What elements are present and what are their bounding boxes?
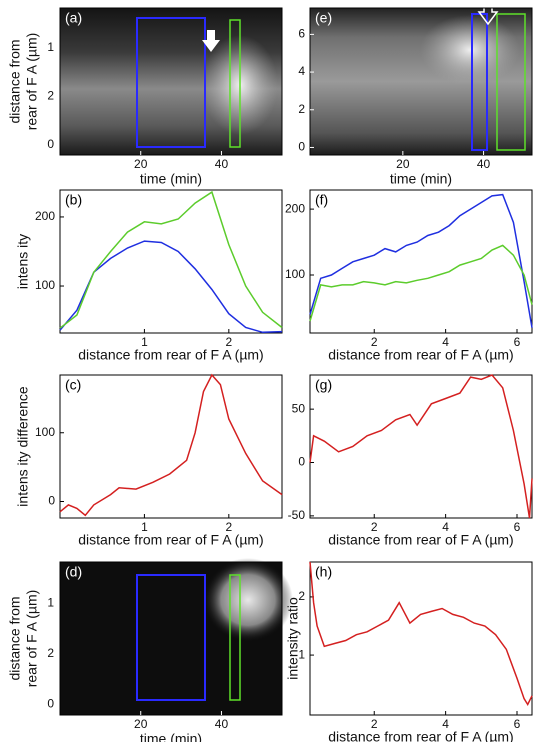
y-axis-label: intens ity	[15, 234, 31, 289]
x-tick-label: 1	[141, 520, 148, 534]
y-tick-label: 1	[47, 595, 54, 609]
x-tick-label: 40	[215, 717, 229, 731]
x-tick-label: 4	[442, 520, 449, 534]
image-frame	[309, 7, 533, 156]
y-tick-label: 4	[298, 64, 305, 78]
x-axis-label: distance from rear of F A (µm)	[78, 347, 263, 363]
y-tick-label: 2	[47, 646, 54, 660]
y-tick-label: 100	[285, 267, 305, 281]
panel-label: (a)	[65, 10, 82, 26]
x-axis-label: distance from rear of F A (µm)	[328, 347, 513, 363]
y-tick-label: 50	[292, 401, 306, 415]
panel-label: (d)	[65, 564, 82, 580]
x-tick-label: 40	[477, 157, 491, 171]
y-tick-label: 1	[47, 40, 54, 54]
x-tick-label: 6	[514, 335, 521, 349]
plot-frame	[59, 374, 283, 519]
x-tick-label: 2	[371, 717, 378, 731]
y-tick-label: 6	[298, 27, 305, 41]
series-line	[309, 374, 533, 519]
image-a	[60, 8, 282, 155]
x-tick-label: 2	[225, 335, 232, 349]
y-axis-label: rear of F A (µm)	[24, 33, 40, 131]
y-axis-label: intensity ratio	[285, 597, 301, 680]
y-tick-label: 1	[298, 647, 305, 661]
y-tick-label: 2	[298, 102, 305, 116]
series-line	[309, 561, 533, 707]
panel-label: (g)	[315, 377, 332, 393]
x-axis-label: time (min)	[140, 731, 202, 742]
y-axis-label: rear of F A (µm)	[24, 590, 40, 688]
x-tick-label: 6	[514, 717, 521, 731]
plot-frame	[59, 189, 283, 334]
panel-label: (e)	[315, 10, 332, 26]
y-tick-label: 0	[47, 137, 54, 151]
y-tick-label: 100	[35, 425, 55, 439]
x-axis-label: distance from rear of F A (µm)	[78, 532, 263, 548]
x-tick-label: 20	[396, 157, 410, 171]
image-d	[60, 558, 293, 715]
panel-label: (h)	[315, 564, 332, 580]
y-tick-label: 200	[285, 201, 305, 215]
x-tick-label: 4	[442, 335, 449, 349]
image-frame	[59, 561, 283, 716]
y-tick-label: 2	[47, 88, 54, 102]
y-tick-label: -50	[288, 508, 306, 522]
series-line	[309, 244, 533, 322]
plot-frame	[309, 189, 533, 334]
x-tick-label: 20	[134, 717, 148, 731]
y-axis-label: intens ity difference	[15, 386, 31, 507]
panel-label: (f)	[315, 192, 328, 208]
y-tick-label: 2	[298, 589, 305, 603]
image-e	[310, 1, 532, 155]
x-tick-label: 4	[442, 717, 449, 731]
panel-label: (b)	[65, 192, 82, 208]
plot-frame	[309, 374, 533, 519]
x-axis-label: time (min)	[140, 171, 202, 187]
plot-frame	[309, 561, 533, 716]
panel-label: (c)	[65, 377, 81, 393]
series-line	[59, 373, 283, 517]
x-tick-label: 40	[215, 157, 229, 171]
x-tick-label: 20	[134, 157, 148, 171]
y-tick-label: 200	[35, 209, 55, 223]
x-tick-label: 6	[514, 520, 521, 534]
y-axis-label: distance from	[7, 596, 23, 680]
x-tick-label: 2	[371, 520, 378, 534]
x-tick-label: 2	[225, 520, 232, 534]
series-line	[59, 190, 283, 329]
x-axis-label: distance from rear of F A (µm)	[328, 729, 513, 742]
series-line	[309, 193, 533, 328]
y-tick-label: 0	[47, 696, 54, 710]
x-tick-label: 1	[141, 335, 148, 349]
series-line	[59, 240, 283, 334]
x-axis-label: distance from rear of F A (µm)	[328, 532, 513, 548]
image-frame	[59, 7, 283, 156]
y-axis-label: distance from	[7, 39, 23, 123]
y-tick-label: 0	[298, 140, 305, 154]
y-tick-label: 0	[48, 494, 55, 508]
x-axis-label: time (min)	[390, 171, 452, 187]
y-tick-label: 0	[298, 455, 305, 469]
x-tick-label: 2	[371, 335, 378, 349]
y-tick-label: 100	[35, 278, 55, 292]
